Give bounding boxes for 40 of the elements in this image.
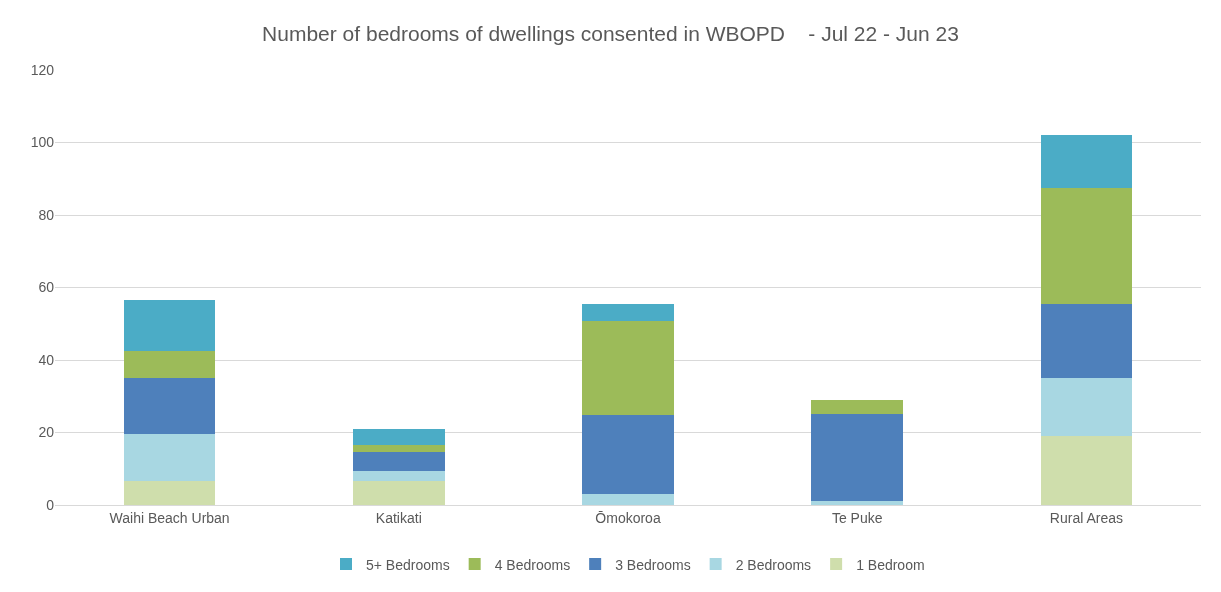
bar	[352, 428, 445, 446]
bar	[352, 452, 445, 471]
bar	[352, 481, 445, 505]
y-tick-label: 60	[38, 279, 55, 296]
x-tick-label: Rural Areas	[1049, 509, 1123, 526]
x-tick-label: Te Puke	[831, 509, 883, 526]
bar	[582, 415, 674, 495]
legend-label: 2 Bedrooms	[735, 556, 812, 573]
bar	[1040, 135, 1133, 188]
y-tick-label: 80	[38, 206, 55, 223]
y-tick-label: 100	[30, 134, 55, 151]
legend-label: 1 Bedroom	[856, 556, 925, 573]
x-tick-label: Waihi Beach Urban	[109, 509, 230, 526]
bar	[1040, 303, 1133, 379]
bar	[1040, 436, 1133, 505]
bar	[123, 378, 216, 435]
y-tick-label: 40	[38, 351, 55, 368]
chart-title: Number of bedrooms of dwellings consented in WBOPD - Jul 22 - Jun 23	[262, 22, 959, 46]
y-tick-label: 120	[30, 61, 55, 78]
legend-label: 4 Bedrooms	[494, 556, 571, 573]
legend-label: 3 Bedrooms	[615, 556, 691, 573]
bar	[1040, 378, 1133, 437]
bar	[811, 501, 904, 505]
bar	[352, 470, 445, 482]
x-tick-label: Katikati	[375, 509, 422, 526]
bar	[811, 399, 904, 415]
bar	[1040, 187, 1133, 304]
bar	[352, 445, 445, 453]
y-tick-label: 0	[46, 496, 55, 513]
y-tick-label: 20	[38, 424, 55, 441]
bar	[123, 300, 216, 351]
bar	[123, 434, 216, 482]
x-tick-label: Ōmokoroa	[595, 509, 661, 526]
bar	[582, 304, 674, 322]
bar	[582, 494, 674, 505]
bar	[123, 481, 216, 505]
bar	[123, 350, 216, 379]
legend-label: 5+ Bedrooms	[366, 556, 450, 573]
bar	[811, 414, 904, 502]
bar	[582, 321, 674, 416]
